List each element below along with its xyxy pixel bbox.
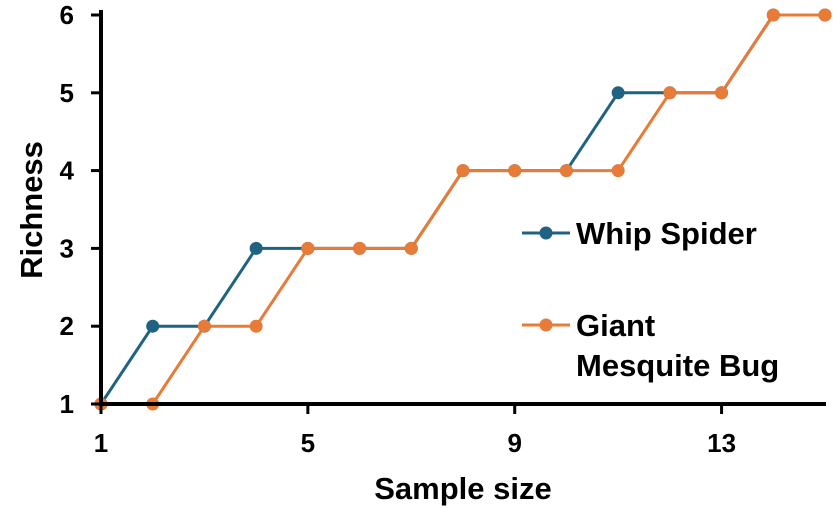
y-tick-label: 2 <box>60 311 74 341</box>
data-point-whip-spider <box>611 86 625 100</box>
data-point-giant-mesquite-bug <box>611 164 625 178</box>
data-point-giant-mesquite-bug <box>715 86 729 100</box>
legend-swatch-marker <box>539 226 553 240</box>
data-point-giant-mesquite-bug <box>456 164 470 178</box>
x-tick-label: 5 <box>301 428 315 458</box>
y-tick-label: 3 <box>60 233 74 263</box>
x-axis-title: Sample size <box>374 471 551 506</box>
data-point-giant-mesquite-bug <box>404 241 418 255</box>
data-point-giant-mesquite-bug <box>818 8 832 22</box>
series-lines <box>99 13 825 406</box>
data-point-whip-spider <box>249 241 263 255</box>
data-point-giant-mesquite-bug <box>249 319 263 333</box>
x-axis-ticks: 1 5 9 13 <box>94 404 736 458</box>
series-points <box>94 8 832 411</box>
y-tick-label: 6 <box>60 0 74 30</box>
series-line-giant-mesquite-bug <box>101 13 825 406</box>
data-point-giant-mesquite-bug <box>559 164 573 178</box>
series-line-whip-spider <box>99 13 825 405</box>
y-axis-ticks: 1 2 3 4 5 6 <box>60 0 101 419</box>
legend: Whip Spider Giant Mesquite Bug <box>522 216 779 383</box>
data-point-giant-mesquite-bug <box>197 319 211 333</box>
x-tick-label: 9 <box>507 428 521 458</box>
data-point-giant-mesquite-bug <box>301 241 315 255</box>
legend-item-giant-mesquite-bug: Giant Mesquite Bug <box>522 308 779 383</box>
legend-item-whip-spider: Whip Spider <box>522 216 757 251</box>
x-tick-label: 1 <box>94 428 108 458</box>
y-tick-label: 1 <box>60 389 74 419</box>
y-tick-label: 5 <box>60 78 74 108</box>
legend-label-giant-mesquite-bug: Giant Mesquite Bug <box>576 308 779 383</box>
data-point-giant-mesquite-bug <box>663 86 677 100</box>
data-point-giant-mesquite-bug <box>766 8 780 22</box>
legend-swatch-marker <box>539 318 553 332</box>
data-point-whip-spider <box>146 319 160 333</box>
y-axis-title: Richness <box>14 141 49 279</box>
legend-label-line: Giant <box>576 308 655 343</box>
x-tick-label: 13 <box>707 428 736 458</box>
y-tick-label: 4 <box>60 156 75 186</box>
legend-label-line: Mesquite Bug <box>576 348 779 383</box>
legend-label-whip-spider: Whip Spider <box>576 216 757 251</box>
data-point-giant-mesquite-bug <box>353 241 367 255</box>
data-point-giant-mesquite-bug <box>508 164 522 178</box>
